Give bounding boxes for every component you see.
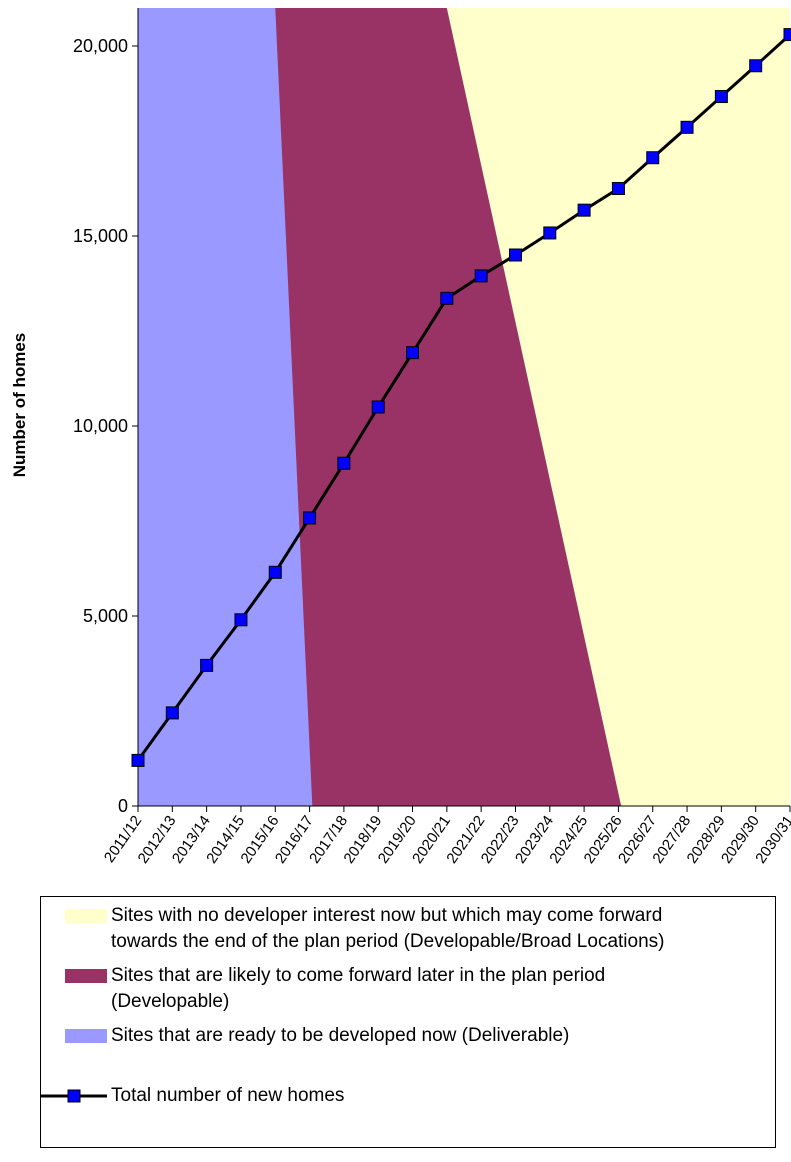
data-point <box>268 565 282 579</box>
data-point <box>200 658 214 672</box>
chart-series <box>131 28 791 767</box>
y-tick-label: 15,000 <box>73 226 128 246</box>
legend-label-line: Sites that are ready to be developed now… <box>111 1025 570 1046</box>
legend: Sites with no developer interest now but… <box>40 896 776 1148</box>
legend-line-label: Total number of new homes <box>111 1085 345 1106</box>
legend-line-marker-icon <box>41 1089 107 1103</box>
y-tick-label: 0 <box>118 796 128 816</box>
data-point <box>646 151 660 165</box>
data-point <box>714 90 728 104</box>
chart: 05,00010,00015,00020,0002011/122012/1320… <box>10 8 791 867</box>
region-deliverable <box>138 8 313 806</box>
data-point <box>783 28 791 42</box>
data-point <box>131 753 145 767</box>
y-tick-label: 5,000 <box>83 606 128 626</box>
y-tick-label: 10,000 <box>73 416 128 436</box>
data-point <box>577 203 591 217</box>
legend-swatch-deliverable <box>65 1029 107 1043</box>
legend-swatch-broad-locations <box>65 909 107 923</box>
legend-swatch-developable <box>65 969 107 983</box>
data-point <box>303 511 317 525</box>
data-point <box>611 182 625 195</box>
data-point <box>234 613 248 627</box>
data-point <box>680 120 694 134</box>
data-point <box>337 456 351 470</box>
data-point <box>371 400 385 414</box>
y-axis-label: Number of homes <box>10 333 29 478</box>
legend-label-line: Sites that are likely to come forward la… <box>111 965 606 986</box>
data-point <box>543 226 557 240</box>
legend-label-line: Sites with no developer interest now but… <box>111 905 663 926</box>
data-point <box>165 706 179 720</box>
y-tick-label: 20,000 <box>73 36 128 56</box>
legend-label-line: towards the end of the plan period (Deve… <box>111 931 665 952</box>
data-point <box>406 346 420 360</box>
legend-label-line: (Developable) <box>111 991 230 1012</box>
data-point <box>749 59 763 73</box>
data-point <box>440 291 454 305</box>
data-point <box>474 269 488 283</box>
data-point <box>508 248 522 262</box>
